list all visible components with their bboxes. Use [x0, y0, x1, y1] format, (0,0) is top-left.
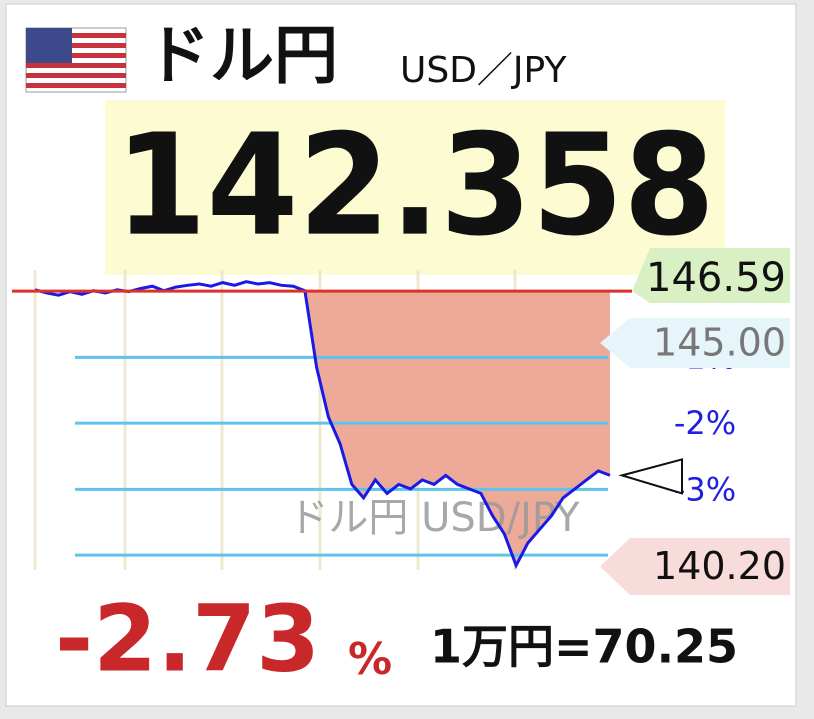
price-tag-label: 145.00 [653, 321, 786, 365]
loss-area [304, 290, 610, 566]
title: ドル円 [146, 20, 338, 94]
change-value: -2.73 [55, 585, 320, 692]
y-tick-label: -2% [674, 404, 736, 442]
price-tag [600, 538, 790, 595]
pair: USD／JPY [400, 50, 567, 91]
flag [25, 27, 127, 93]
price-tag [600, 318, 790, 368]
y-tick-label: -3% [674, 470, 736, 508]
plot [33, 270, 610, 570]
conversion: 1万円=70.25 [430, 620, 738, 674]
reference-tag [632, 248, 790, 303]
price-tag-label: 140.20 [653, 544, 786, 588]
price: 142.358 [115, 105, 715, 268]
current-marker [618, 458, 683, 495]
reference-label: 146.59 [646, 255, 786, 301]
watermark: ドル円 USD/JPY [288, 495, 580, 541]
price-box [105, 100, 725, 275]
change-unit: % [348, 634, 392, 685]
